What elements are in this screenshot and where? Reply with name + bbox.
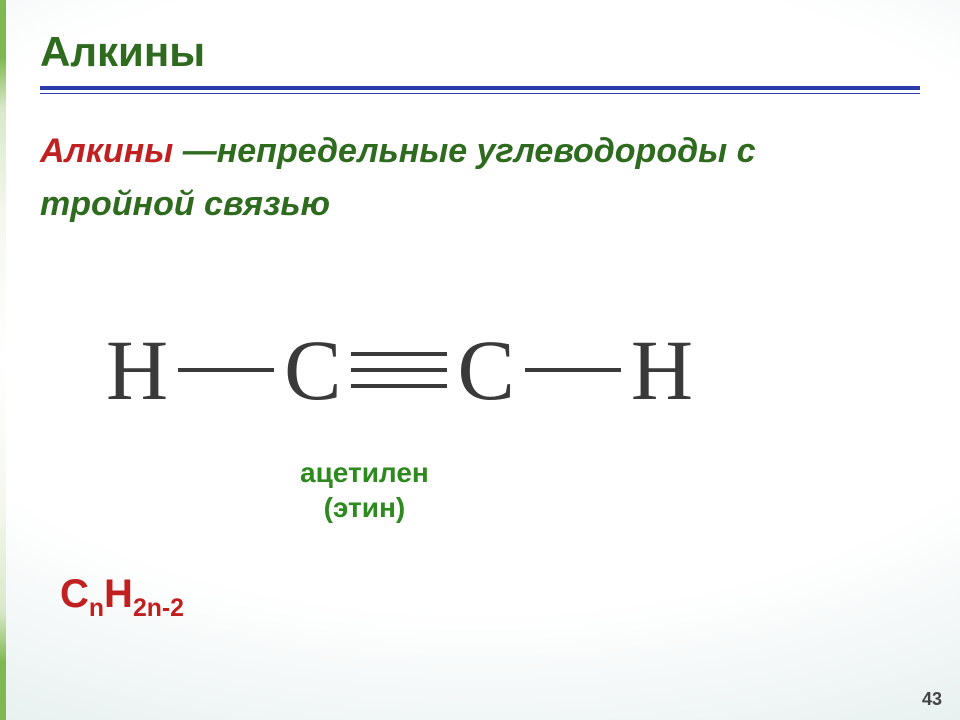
general-formula: CnH2n-2 bbox=[60, 572, 184, 623]
underline-thin bbox=[40, 93, 920, 94]
underline-thick bbox=[40, 86, 920, 90]
caption-line2: (этин) bbox=[300, 490, 429, 525]
molecule-caption: ацетилен (этин) bbox=[300, 455, 429, 525]
page-number: 43 bbox=[922, 689, 942, 710]
left-accent-bar bbox=[0, 0, 6, 720]
bond-single-1 bbox=[178, 368, 274, 372]
definition-text: Алкины —непредельные углеводороды с трой… bbox=[40, 125, 880, 230]
header: Алкины bbox=[40, 28, 920, 86]
slide: Алкины Алкины —непредельные углеводороды… bbox=[0, 0, 960, 720]
definition-dash: — bbox=[173, 132, 216, 170]
slide-title: Алкины bbox=[40, 28, 920, 76]
atom-c2: C bbox=[451, 320, 520, 420]
bond-triple bbox=[351, 352, 447, 388]
formula-2n2: 2n-2 bbox=[133, 595, 184, 622]
formula-n: n bbox=[89, 595, 104, 622]
atom-h1: H bbox=[100, 320, 174, 420]
bond-single-2 bbox=[525, 368, 621, 372]
atom-c1: C bbox=[278, 320, 347, 420]
molecule-structure: H C C H bbox=[100, 320, 699, 420]
formula-c: C bbox=[60, 572, 89, 616]
caption-line1: ацетилен bbox=[300, 455, 429, 490]
atom-h2: H bbox=[625, 320, 699, 420]
formula-h: H bbox=[104, 572, 133, 616]
definition-lead: Алкины bbox=[40, 132, 173, 170]
